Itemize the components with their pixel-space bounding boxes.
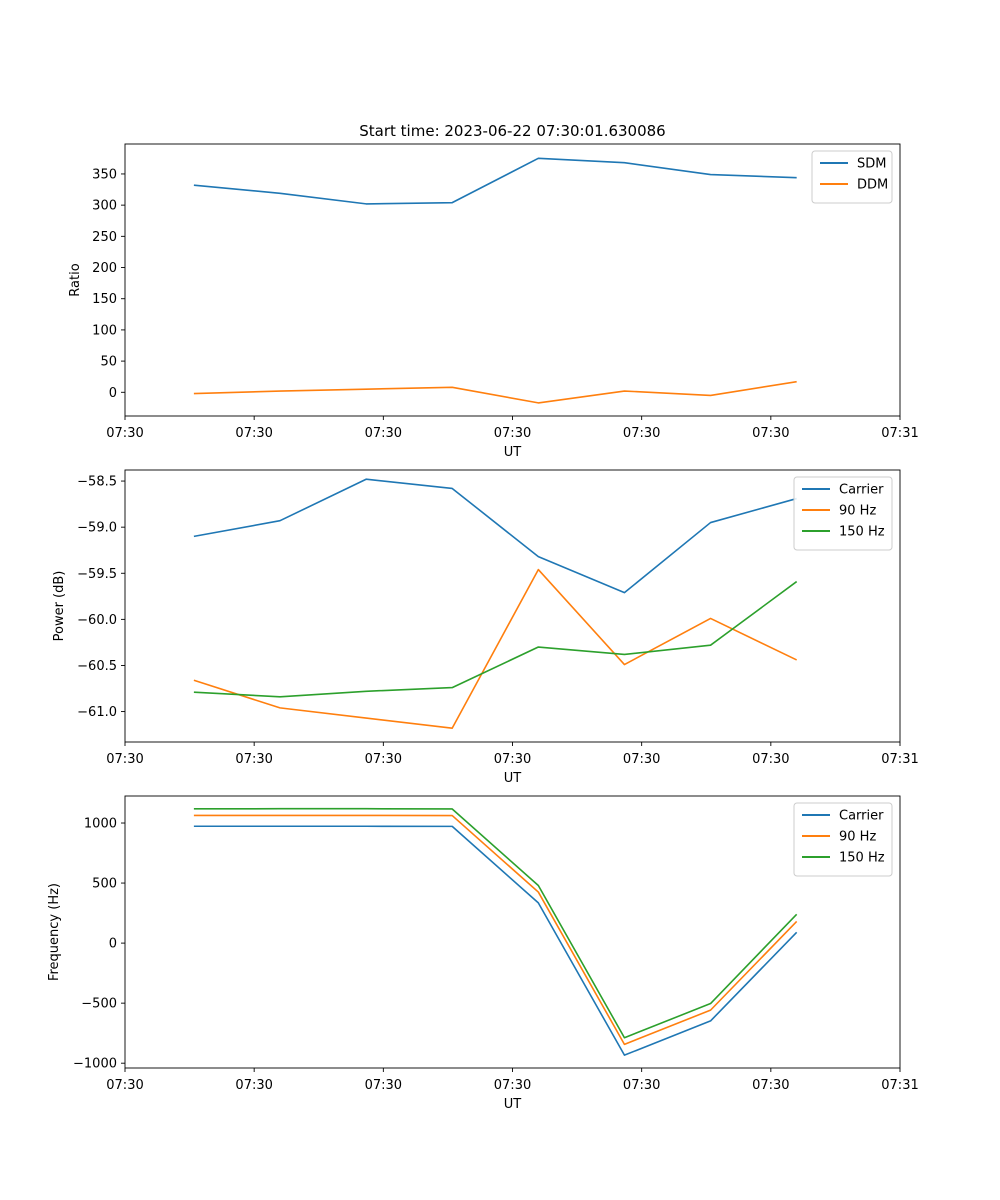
series-line-2	[193, 814, 798, 1046]
y-tick-label: −59.5	[77, 567, 117, 582]
y-axis-label: Ratio	[68, 263, 83, 296]
x-tick-label: 07:30	[752, 752, 789, 767]
subplot-2: 07:30 07:30 07:30 07:30 07:30 07:30 07:31 −61.0…	[52, 469, 919, 786]
x-tick-label: 07:30	[494, 752, 531, 767]
legend-label-2: 90 Hz	[839, 504, 876, 519]
x-tick-label: 07:30	[752, 1078, 789, 1093]
legend-label-3: 150 Hz	[839, 525, 885, 540]
y-tick-label: 350	[92, 167, 117, 182]
y-tick-label: 1000	[84, 817, 117, 832]
y-axis-label: Frequency (Hz)	[47, 883, 62, 981]
legend-label-2: 90 Hz	[839, 830, 876, 845]
x-tick-label: 07:30	[365, 426, 402, 441]
x-tick-label: 07:30	[494, 1078, 531, 1093]
y-tick-label: 250	[92, 230, 117, 245]
series-line-2	[193, 568, 798, 729]
x-tick-label: 07:31	[881, 1078, 918, 1093]
legend: Carrier 90 Hz 150 Hz	[793, 802, 893, 877]
series-line-2	[193, 380, 797, 404]
legend-label-1: Carrier	[839, 809, 884, 824]
y-tick-label: 50	[100, 355, 117, 370]
x-tick-label: 07:31	[881, 426, 918, 441]
x-tick-label: 07:30	[235, 752, 272, 767]
y-tick-label: 0	[109, 386, 117, 401]
y-tick-label: −60.5	[77, 659, 117, 674]
legend: Carrier 90 Hz 150 Hz	[793, 476, 893, 551]
x-tick-label: 07:30	[494, 426, 531, 441]
legend-label-1: SDM	[857, 157, 886, 172]
legend-label-2: DDM	[857, 178, 888, 193]
series-line-1	[193, 157, 797, 205]
x-axis-label: UT	[504, 771, 522, 786]
legend-label-1: Carrier	[839, 483, 884, 498]
y-tick-label: −58.5	[77, 475, 117, 490]
x-tick-label: 07:30	[623, 426, 660, 441]
y-tick-label: 200	[92, 261, 117, 276]
subplots: 07:30 07:30 07:30 07:30 07:30 07:30 07:31 0 50 10…	[47, 143, 919, 1112]
figure-title: Start time: 2023-06-22 07:30:01.630086	[359, 122, 665, 140]
y-tick-label: 150	[92, 292, 117, 307]
x-tick-label: 07:31	[881, 752, 918, 767]
series-line-1	[193, 825, 798, 1056]
y-axis-label: Power (dB)	[52, 571, 67, 642]
y-tick-label: 300	[92, 199, 117, 214]
x-tick-label: 07:30	[623, 752, 660, 767]
subplot-1: 07:30 07:30 07:30 07:30 07:30 07:30 07:31 0 50 10…	[68, 143, 919, 460]
y-tick-label: −61.0	[77, 705, 117, 720]
x-axis-label: UT	[504, 445, 522, 460]
x-tick-label: 07:30	[365, 752, 402, 767]
x-tick-label: 07:30	[106, 426, 143, 441]
series-line-3	[193, 580, 798, 698]
x-axis-label: UT	[504, 1097, 522, 1112]
x-tick-label: 07:30	[752, 426, 789, 441]
x-tick-label: 07:30	[623, 1078, 660, 1093]
y-tick-label: 500	[92, 877, 117, 892]
x-tick-label: 07:30	[106, 752, 143, 767]
y-tick-label: −1000	[73, 1057, 117, 1072]
x-tick-label: 07:30	[365, 1078, 402, 1093]
y-tick-label: 0	[109, 937, 117, 952]
series-line-1	[193, 478, 797, 594]
y-tick-label: −59.0	[77, 521, 117, 536]
legend-label-3: 150 Hz	[839, 851, 885, 866]
y-tick-label: −500	[81, 997, 117, 1012]
x-tick-label: 07:30	[106, 1078, 143, 1093]
subplot-3: 07:30 07:30 07:30 07:30 07:30 07:30 07:31 −1000…	[47, 795, 919, 1112]
x-tick-label: 07:30	[235, 1078, 272, 1093]
y-tick-label: 100	[92, 323, 117, 338]
y-tick-label: −60.0	[77, 613, 117, 628]
series-line-3	[193, 807, 798, 1039]
x-tick-label: 07:30	[235, 426, 272, 441]
legend: SDM DDM	[811, 150, 893, 204]
